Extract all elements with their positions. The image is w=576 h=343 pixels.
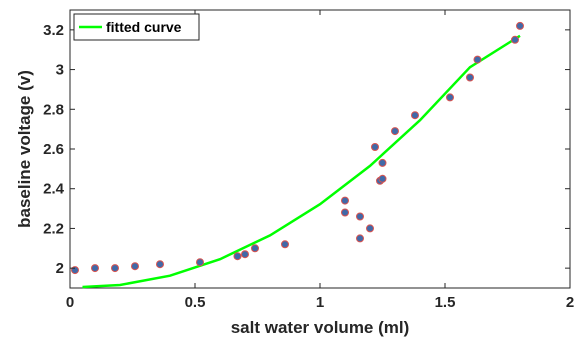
y-tick-label: 2.6 [43,141,64,158]
tick-layer: 0 0.5 1 1.5 2 2 2.2 2.4 2.6 2.8 3 3.2 [43,10,574,311]
data-point [111,264,119,273]
x-tick-label: 1 [316,294,324,311]
data-point [356,212,364,221]
data-point [378,158,387,167]
y-axis-label: baseline voltage (v) [15,70,34,228]
data-point [366,224,374,233]
data-point [371,143,379,151]
y-tick-label: 3 [56,62,64,79]
data-point [356,234,364,243]
data-point [341,208,349,217]
x-tick-label: 0.5 [185,294,206,311]
x-tick-label: 1.5 [435,294,456,311]
data-point [466,73,474,82]
y-tick-label: 2.2 [43,220,64,237]
data-point [391,127,399,136]
x-tick-label: 2 [566,294,574,311]
y-tick-label: 3.2 [43,22,64,39]
data-point [91,264,99,273]
data-point [131,262,139,271]
data-point [233,252,242,261]
y-tick-label: 2.8 [43,101,64,118]
y-tick-label: 2 [56,260,64,277]
legend-label-fitted-curve: fitted curve [106,19,182,35]
y-tick-label: 2.4 [43,181,65,198]
x-axis-label: salt water volume (ml) [231,318,410,337]
x-tick-label: 0 [66,294,74,311]
data-point [196,258,204,267]
data-point [446,93,454,102]
data-point [251,244,259,253]
legend: fitted curve [73,13,200,41]
data-point [378,174,387,183]
data-point [411,111,419,120]
data-point [341,196,349,205]
data-point [281,240,289,249]
fit-layer [82,34,521,289]
fitted-curve-line [82,34,521,289]
point-layer [71,21,524,275]
data-point [511,35,519,44]
data-point [516,21,524,30]
data-point [241,250,249,259]
data-point [473,55,482,64]
data-point [156,260,164,269]
